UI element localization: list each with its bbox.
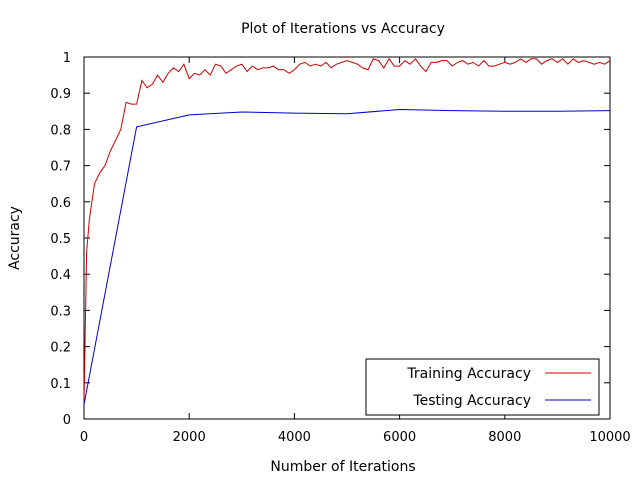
x-tick-label: 4000 (278, 430, 311, 445)
x-tick-label: 8000 (488, 430, 521, 445)
x-tick-label: 2000 (173, 430, 206, 445)
legend-label-testing: Testing Accuracy (412, 393, 531, 409)
y-tick-label: 1 (63, 51, 71, 66)
x-axis-ticks: 0 2000 4000 6000 8000 10000 (80, 57, 631, 445)
y-tick-label: 0.3 (50, 304, 71, 319)
y-tick-label: 0.6 (50, 196, 71, 211)
legend-box (365, 358, 600, 416)
y-tick-label: 0.7 (50, 160, 71, 175)
x-axis-label: Number of Iterations (270, 459, 415, 475)
y-axis-label: Accuracy (7, 206, 23, 270)
legend-label-training: Training Accuracy (406, 366, 531, 382)
legend: Training Accuracy Testing Accuracy (365, 358, 600, 416)
x-tick-label: 0 (80, 430, 88, 445)
y-tick-label: 0.1 (50, 377, 71, 392)
series-layer (83, 57, 611, 405)
y-tick-label: 0.2 (50, 341, 71, 356)
y-tick-label: 0 (63, 413, 71, 428)
x-tick-label: 6000 (383, 430, 416, 445)
series-line-testing-accuracy (83, 108, 611, 405)
y-tick-label: 0.9 (50, 87, 71, 102)
x-tick-label: 10000 (589, 430, 630, 445)
chart-title: Plot of Iterations vs Accuracy (241, 21, 445, 37)
y-tick-label: 0.5 (50, 232, 71, 247)
y-tick-label: 0.8 (50, 123, 71, 138)
series-line-training-accuracy (83, 57, 611, 405)
y-tick-label: 0.4 (50, 268, 71, 283)
y-axis-ticks: 0 0.1 0.2 0.3 0.4 0.5 0.6 0.7 0.8 0.9 1 (50, 51, 610, 428)
